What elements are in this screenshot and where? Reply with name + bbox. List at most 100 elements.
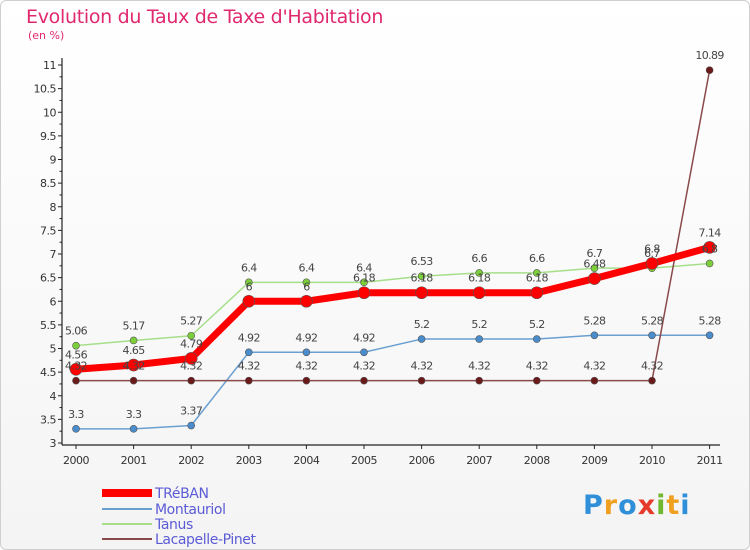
data-label: 3.3 [126,408,142,421]
data-point [72,341,80,350]
data-label: 5.2 [529,318,545,331]
data-point [302,348,311,357]
data-label: 4.32 [353,360,375,373]
data-point [129,425,138,433]
y-tick-label: 10 [43,106,56,119]
y-tick-label: 3 [50,437,57,450]
data-label: 6 [246,280,253,293]
data-point [703,241,716,254]
data-label: 6.7 [587,247,603,260]
data-label: 4.92 [295,331,317,344]
data-label: 6.6 [471,252,487,265]
data-label: 6.18 [353,272,376,285]
logo-letter: r [603,490,619,521]
data-label: 4.32 [65,360,87,373]
data-label: 7.14 [699,226,722,239]
data-point [475,376,484,385]
x-tick-label: 2005 [351,454,377,467]
data-point [415,286,428,300]
chart-subtitle: (en %) [28,29,65,42]
y-tick-label: 11 [43,59,56,72]
data-label: 6 [303,280,310,293]
y-tick-label: 8 [50,201,57,214]
data-point [242,294,256,308]
y-tick-label: 7 [50,248,57,261]
data-point [475,269,484,277]
data-label: 6.8 [702,242,718,255]
data-label: 3.3 [68,408,84,421]
x-tick-label: 2004 [293,454,319,467]
series-line-tréban [72,243,714,373]
data-point [417,272,426,281]
data-label: 4.92 [238,331,260,344]
data-label: 4.32 [468,360,490,373]
data-point [417,376,426,385]
data-label: 5.28 [699,314,722,327]
x-tick-label: 2011 [697,454,723,467]
data-point [705,66,714,74]
x-tick-label: 2008 [524,454,550,467]
y-tick-label: 9 [50,154,57,167]
logo-letter: t [666,490,681,521]
data-label: 6.4 [299,261,315,274]
data-point [72,425,80,433]
y-tick-label: 9.5 [40,130,56,143]
data-point [590,264,599,272]
data-point [588,272,601,285]
data-label: 6.6 [529,252,545,265]
axes: 3 3.5 4 4.5 5 5.5 6 6.5 7 7.5 8 8.5 9 9.5 10 10.5 11 2000… [34,58,723,467]
logo-letter: o [618,490,638,521]
data-point [590,331,599,340]
data-point [245,278,253,287]
data-label: 4.32 [123,360,145,373]
data-point [187,331,195,340]
x-tick-label: 2001 [121,454,147,467]
data-point [69,362,83,376]
y-tick-label: 7.5 [40,224,56,237]
legend-label: Lacapelle-Pinet [155,532,257,548]
data-label: 4.32 [180,360,202,373]
y-tick-label: 6 [50,295,57,308]
data-point [590,376,599,385]
data-point [472,286,486,300]
data-point [530,286,544,300]
data-label: 6.48 [583,258,606,271]
data-label: 5.2 [414,318,430,331]
data-point [532,376,541,385]
x-tick-label: 2007 [466,454,492,467]
data-label: 5.27 [180,315,203,328]
data-labels: 4.56 4.65 4.79 6 6 6.18 6.18 6.18 6.18 6.48 6.8 7.1… [65,49,725,421]
legend-label: TRéBAN [154,486,209,502]
logo-letter: i [656,490,667,521]
data-label: 4.32 [411,360,433,373]
data-point [360,376,368,385]
logo-letter: P [583,490,604,521]
data-label: 10.89 [695,49,724,62]
x-tick-label: 2003 [236,454,262,467]
series-line-lacapelle-pinet [75,69,711,382]
data-point [705,259,714,268]
data-label: 4.32 [641,360,663,373]
y-tick-label: 4 [50,390,57,403]
series-line-montauriol [75,334,711,430]
data-point [645,257,659,270]
data-point [302,376,311,385]
y-tick-label: 10.5 [34,83,57,96]
data-point [532,269,541,277]
data-point [300,294,313,308]
logo-letter: i [680,490,691,521]
data-point [475,335,484,343]
data-label: 5.28 [583,314,606,327]
data-label: 6.4 [241,261,257,274]
y-tick-label: 5.5 [40,319,56,332]
legend-label: Tanus [154,517,193,533]
data-label: 4.79 [180,337,203,350]
data-label: 6.53 [411,255,434,268]
data-label: 5.2 [471,318,487,331]
data-label: 6.4 [356,261,372,274]
y-tick-label: 3.5 [40,413,56,426]
legend-label: Montauriol [155,502,226,518]
x-tick-label: 2002 [178,454,204,467]
